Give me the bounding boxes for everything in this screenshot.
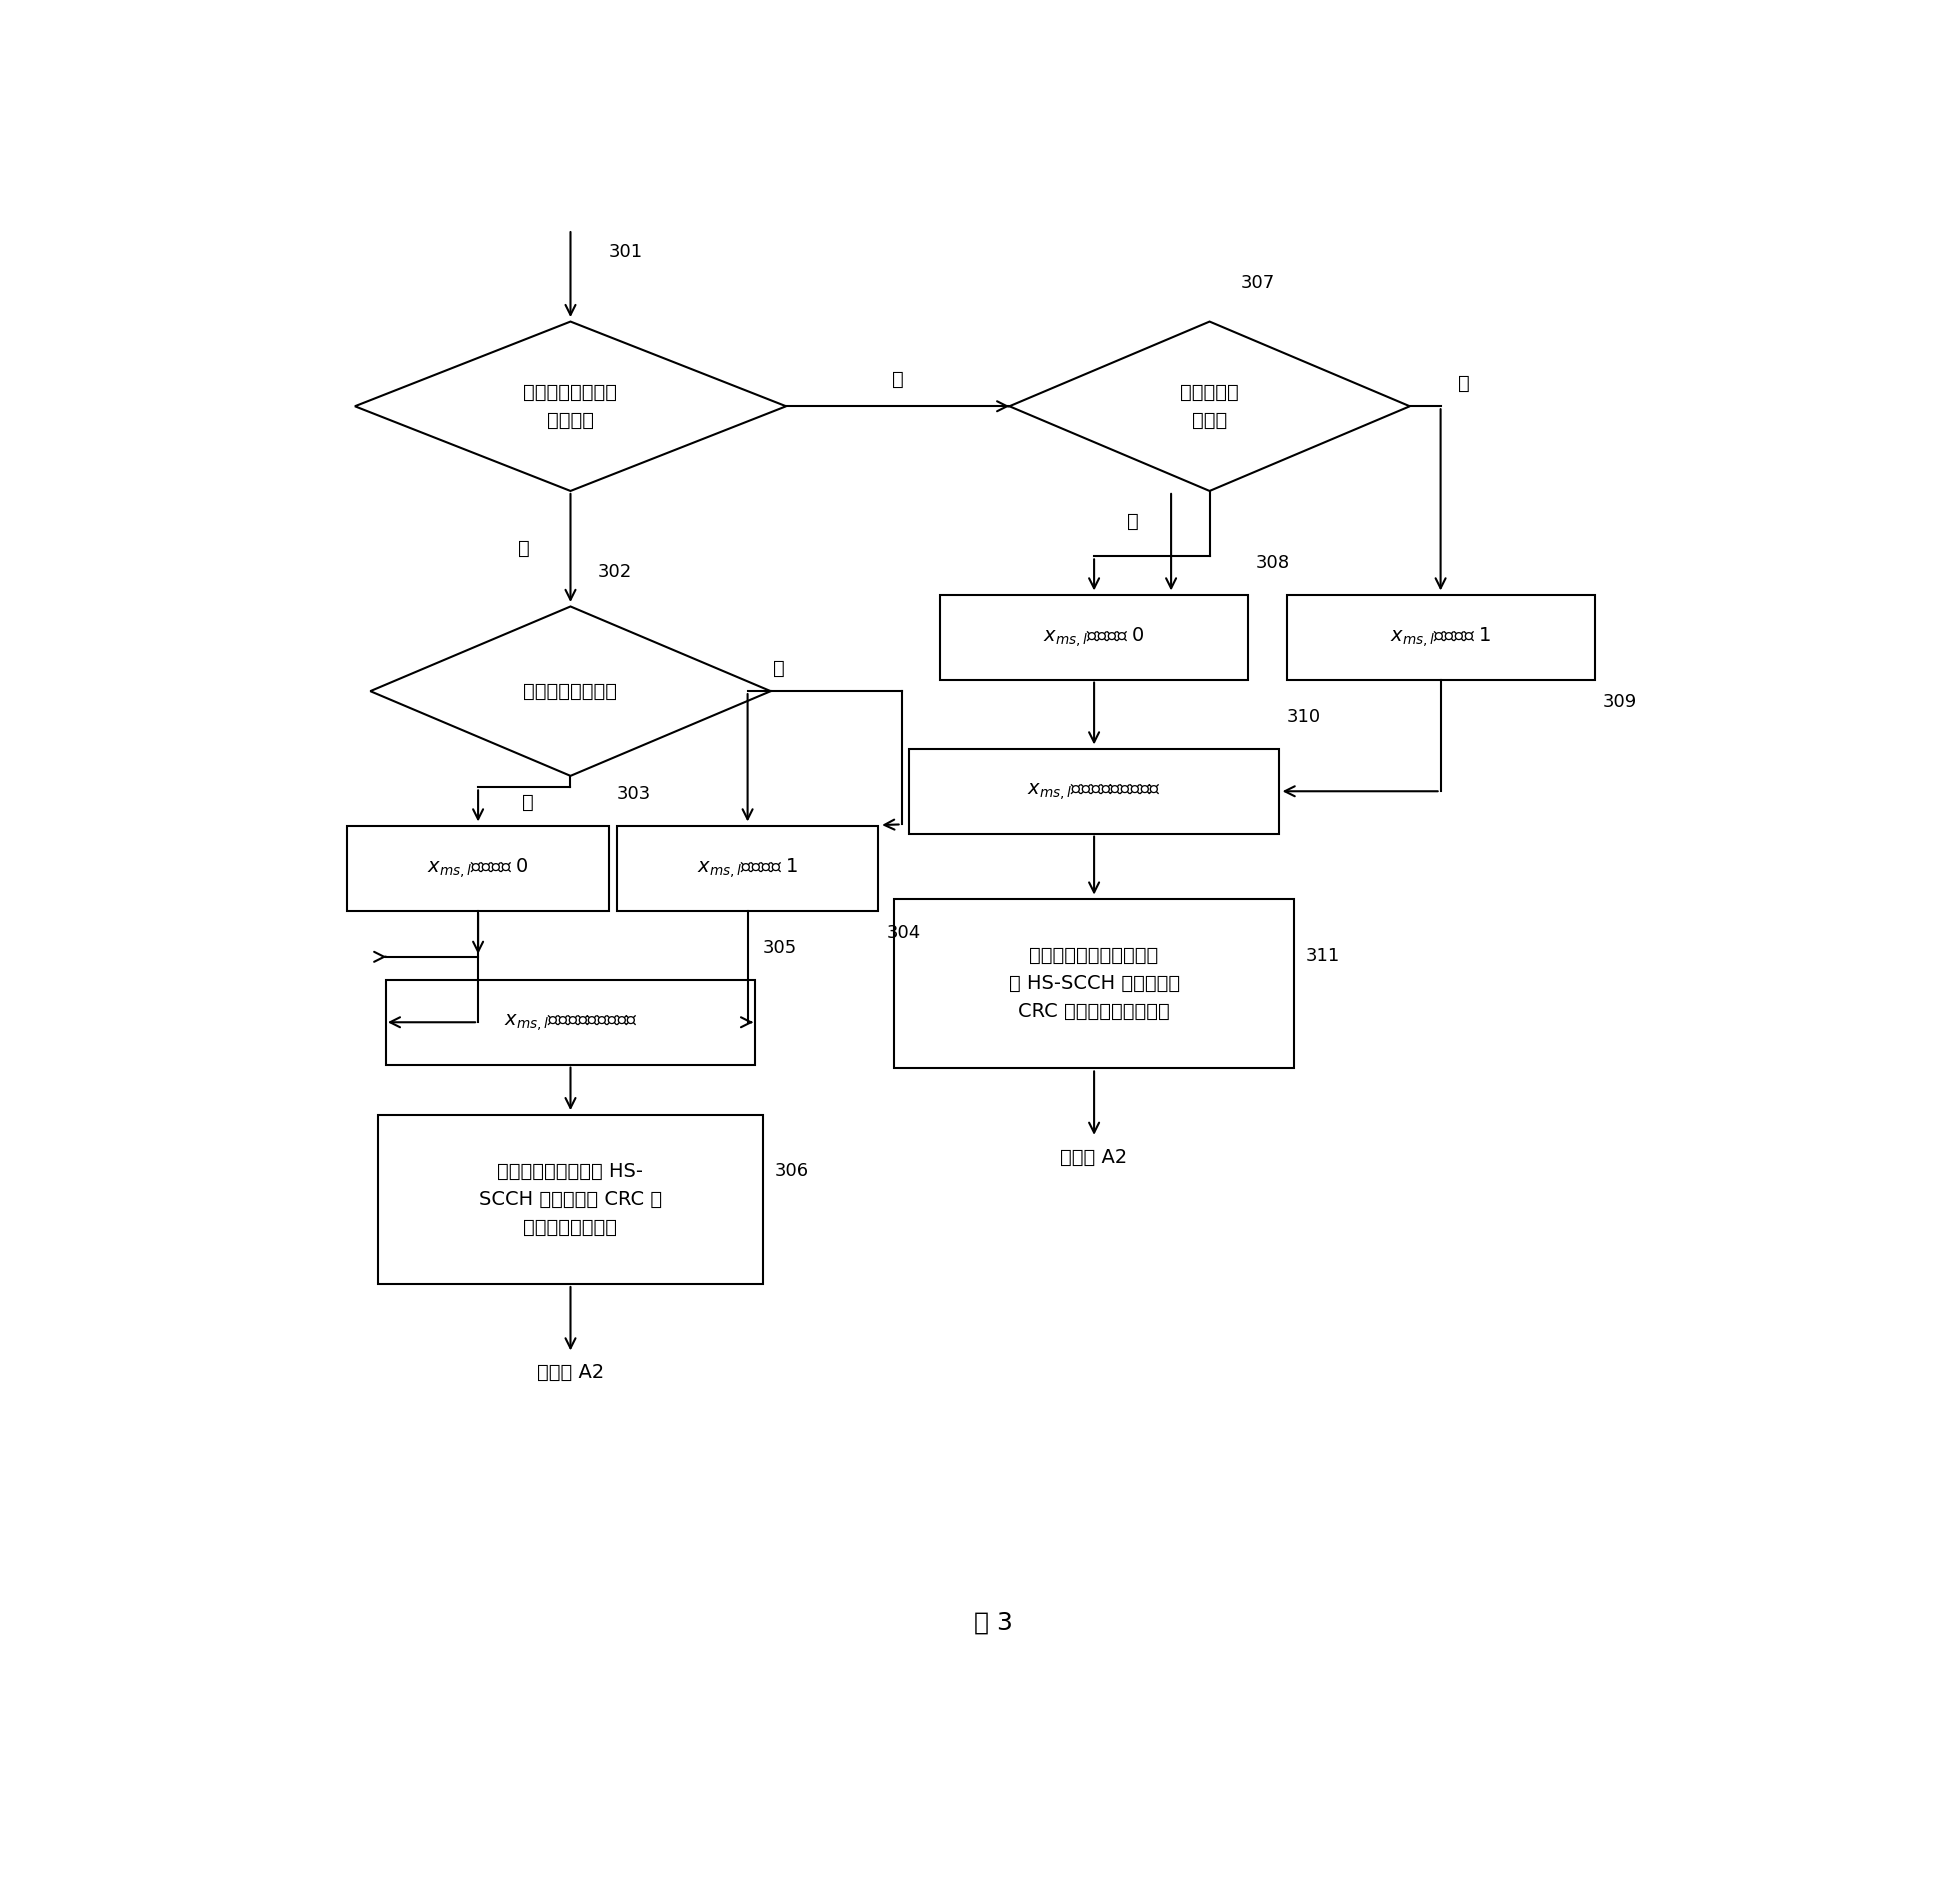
Bar (347, 825, 609, 910)
Text: 至步骤 A2: 至步骤 A2 (1060, 1147, 1128, 1166)
Text: 309: 309 (1603, 693, 1636, 710)
Text: $x_{ms,l}$与其他控制信息复用: $x_{ms,l}$与其他控制信息复用 (1027, 780, 1161, 803)
Text: 图 3: 图 3 (973, 1611, 1014, 1635)
Text: 307: 307 (1240, 273, 1275, 292)
Text: 是: 是 (521, 793, 535, 812)
Text: $x_{ms,l}$的值置为 1: $x_{ms,l}$的值置为 1 (698, 857, 798, 880)
Text: 是: 是 (519, 539, 531, 558)
Text: 304: 304 (886, 923, 921, 942)
Bar (1287, 595, 1595, 680)
Text: 否: 否 (773, 659, 785, 678)
Text: 否: 否 (891, 369, 903, 388)
Text: 302: 302 (597, 563, 632, 580)
Text: 301: 301 (609, 243, 643, 262)
Text: 至步骤 A2: 至步骤 A2 (537, 1364, 605, 1383)
Text: 311: 311 (1306, 946, 1339, 965)
Text: $x_{ms,l}$的值置为 0: $x_{ms,l}$的值置为 0 (426, 857, 529, 880)
Bar (616, 825, 878, 910)
Text: 305: 305 (764, 938, 797, 957)
Text: 用终端的标识信息的逆序
与 HS-SCCH 控制信息的
CRC 尾比特进行异或运算: 用终端的标识信息的逆序 与 HS-SCCH 控制信息的 CRC 尾比特进行异或运… (1008, 946, 1180, 1021)
Text: 调制方式为第一种: 调制方式为第一种 (523, 682, 618, 701)
Bar (386, 980, 756, 1064)
Text: $x_{ms,l}$的值置为 1: $x_{ms,l}$的值置为 1 (1390, 625, 1492, 650)
Bar (893, 899, 1295, 1068)
Text: 用终端的标识信息与 HS-
SCCH 控制信息的 CRC 尾
比特进行异或运算: 用终端的标识信息与 HS- SCCH 控制信息的 CRC 尾 比特进行异或运算 (479, 1162, 663, 1238)
Text: 是: 是 (1126, 512, 1138, 531)
Text: $x_{ms,l}$的值置为 0: $x_{ms,l}$的值置为 0 (1043, 625, 1145, 650)
Text: 310: 310 (1287, 708, 1320, 725)
Text: 303: 303 (616, 786, 651, 803)
Text: 否: 否 (1457, 373, 1469, 392)
Text: 308: 308 (1256, 554, 1291, 573)
Bar (940, 595, 1248, 680)
Text: 306: 306 (775, 1162, 808, 1179)
Text: 调制方式为
第三种: 调制方式为 第三种 (1180, 382, 1238, 430)
Text: $x_{ms,l}$与其他控制信息复用: $x_{ms,l}$与其他控制信息复用 (504, 1012, 638, 1032)
Bar (378, 1115, 764, 1285)
Text: 调制方式为第一种
或第二种: 调制方式为第一种 或第二种 (523, 382, 618, 430)
Bar (909, 750, 1279, 833)
